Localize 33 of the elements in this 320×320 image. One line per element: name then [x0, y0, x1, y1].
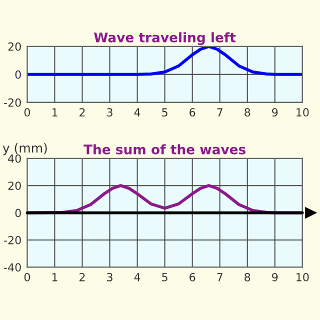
x-tick-label: 6: [190, 108, 196, 117]
x-tick-label: 2: [80, 272, 85, 282]
x-tick-label: 7: [217, 273, 222, 282]
x-tick-label: 10: [296, 272, 309, 282]
y-tick-label: 20: [8, 182, 21, 190]
x-tick-label: 7: [217, 108, 222, 116]
y-tick-label: -20: [4, 98, 21, 107]
x-tick-label: 6: [190, 272, 196, 282]
chart-title: Wave traveling left: [94, 32, 236, 46]
x-tick-label: 10: [296, 108, 309, 117]
x-tick-label: 9: [272, 272, 278, 282]
x-tick-label: 4: [134, 108, 140, 116]
x-tick-label: 1: [52, 108, 58, 116]
x-tick-label: 2: [80, 108, 85, 116]
y-tick-label: -40: [4, 263, 21, 272]
x-tick-label: 0: [24, 108, 30, 117]
chart-title: The sum of the waves: [84, 144, 246, 154]
x-tick-label: 5: [162, 273, 168, 282]
x-tick-label: 9: [272, 108, 278, 117]
x-tick-label: 8: [244, 272, 250, 282]
y-tick-label: 0: [15, 70, 21, 79]
x-tick-label: 1: [52, 273, 58, 282]
x-tick-label: 0: [24, 272, 30, 282]
x-tick-label: 3: [107, 108, 112, 117]
y-tick-label: -20: [4, 236, 21, 244]
y-tick-label: 40: [8, 154, 21, 163]
x-tick-label: 3: [107, 272, 112, 282]
y-tick-label: 20: [8, 42, 21, 51]
y-axis-title: y (mm): [2, 143, 47, 156]
x-tick-label: 5: [162, 108, 168, 117]
x-tick-label: 8: [244, 108, 250, 117]
x-tick-label: 4: [134, 273, 140, 282]
y-tick-label: 0: [15, 208, 21, 218]
